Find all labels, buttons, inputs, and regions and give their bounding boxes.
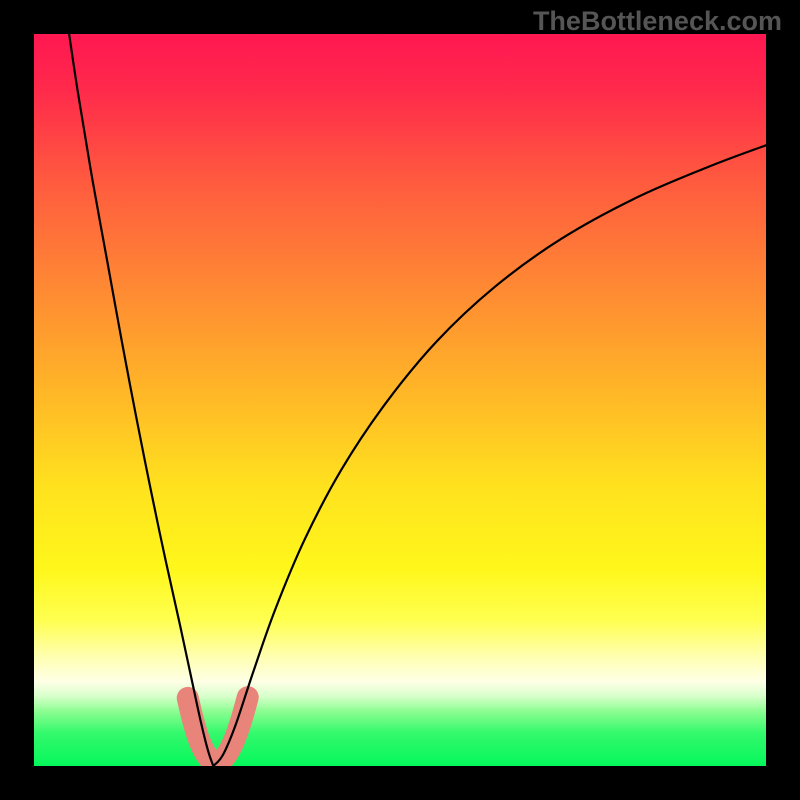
- plot-area: [34, 34, 766, 766]
- bottleneck-curve-chart: [34, 34, 766, 766]
- chart-frame: TheBottleneck.com: [0, 0, 800, 800]
- gradient-background: [34, 34, 766, 766]
- watermark-text: TheBottleneck.com: [533, 6, 782, 37]
